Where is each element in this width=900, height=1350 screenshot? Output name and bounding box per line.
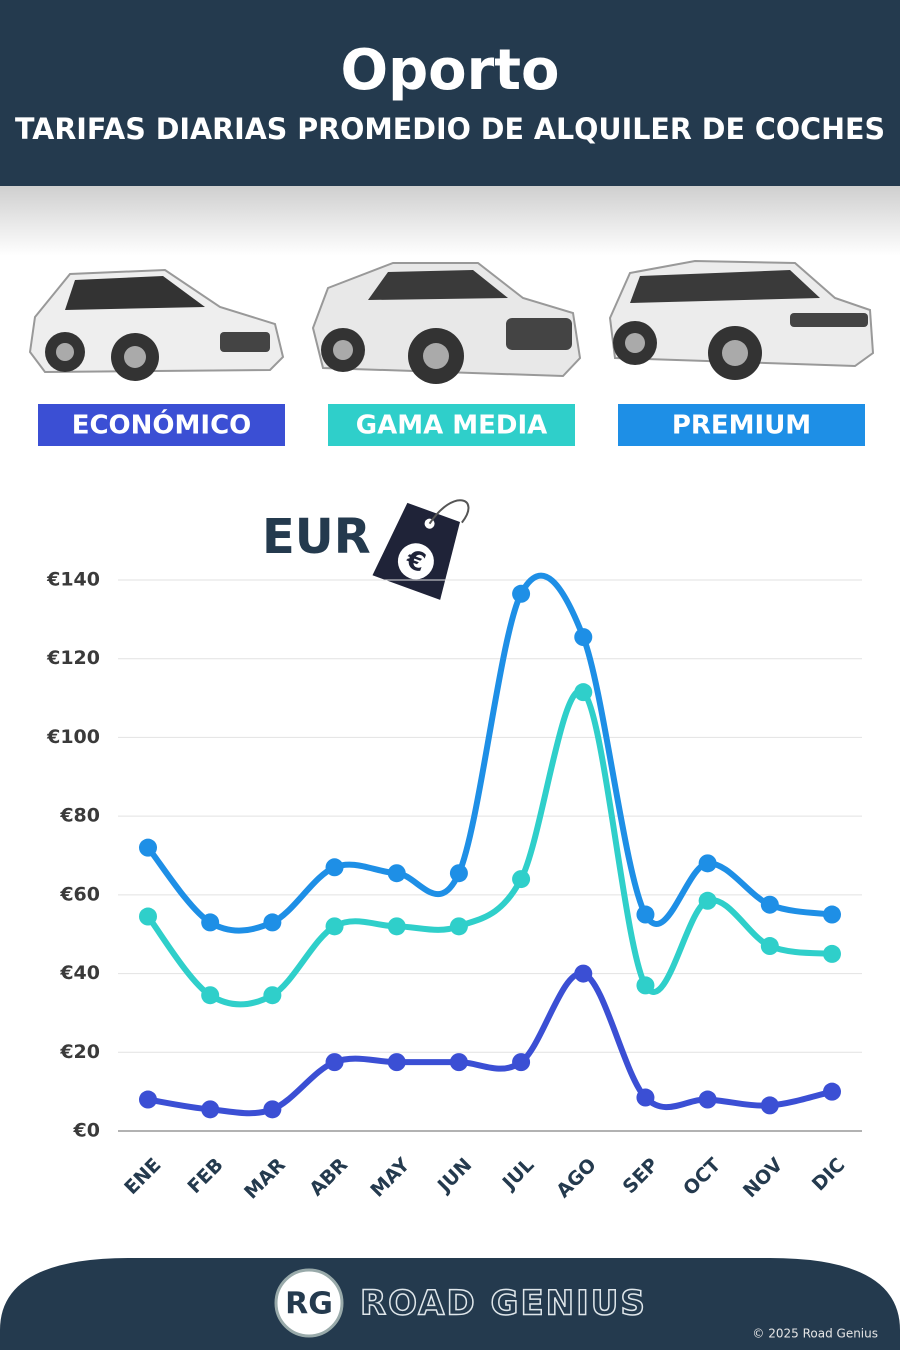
series-line [145, 970, 835, 1117]
data-point [574, 628, 593, 647]
data-point [387, 1053, 406, 1072]
data-point [139, 1090, 157, 1109]
data-point [387, 917, 406, 936]
x-tick-label: FEB [183, 1154, 227, 1198]
y-tick-label: €60 [59, 883, 100, 905]
data-point [636, 905, 655, 924]
x-tick-label: DIC [808, 1154, 850, 1196]
data-point [636, 1088, 655, 1107]
x-tick-label: ENE [120, 1154, 165, 1199]
plot-area: €0 €20 €40 €60 €80 €100 €120 €140 ENE FEB MAR ABR MA… [46, 569, 862, 1204]
x-tick-label: JUN [432, 1154, 476, 1198]
y-tick-label: €40 [59, 962, 100, 984]
data-point [325, 1053, 344, 1072]
header-band [0, 0, 900, 186]
data-point [263, 1100, 282, 1119]
brand-name: ROAD GENIUS [360, 1284, 647, 1324]
data-point [698, 1090, 717, 1109]
data-point [760, 1096, 779, 1115]
data-point [698, 854, 717, 873]
data-point [449, 864, 468, 883]
series-line [145, 572, 835, 934]
data-point [449, 917, 468, 936]
legend-label: GAMA MEDIA [356, 411, 548, 441]
data-point [823, 1082, 841, 1101]
footer-band [0, 1258, 900, 1350]
data-point [823, 944, 841, 963]
x-tick-label: ABR [305, 1154, 352, 1201]
copyright: © 2025 Road Genius [752, 1327, 878, 1341]
legend-label: ECONÓMICO [72, 409, 252, 441]
car-image [311, 262, 582, 384]
subtitle: TARIFAS DIARIAS PROMEDIO DE ALQUILER DE … [15, 112, 885, 146]
title: Oporto [340, 38, 559, 103]
data-point [139, 907, 157, 926]
y-tick-label: €80 [59, 805, 100, 827]
x-tick-label: NOV [739, 1154, 787, 1202]
price-tag: € [372, 499, 470, 600]
y-tick-label: €100 [46, 726, 100, 748]
data-point [263, 913, 282, 932]
logo-text: RG [285, 1287, 333, 1322]
x-tick-label: OCT [679, 1154, 725, 1200]
x-tick-label: JUL [497, 1154, 538, 1195]
data-point [512, 1053, 531, 1072]
data-point [823, 905, 841, 924]
data-point [201, 913, 220, 932]
data-point [325, 858, 344, 877]
y-tick-label: €20 [59, 1041, 100, 1063]
data-point [512, 584, 531, 603]
logo-badge [274, 1268, 344, 1338]
data-point [574, 964, 593, 983]
legend-label: PREMIUM [672, 411, 811, 441]
legend-swatch [618, 404, 865, 446]
car-image [608, 259, 875, 380]
data-point [574, 683, 593, 702]
data-point [263, 986, 282, 1005]
data-point [760, 895, 779, 914]
data-point [139, 838, 157, 857]
x-tick-label: MAY [366, 1154, 414, 1202]
data-point [325, 917, 344, 936]
data-point [512, 870, 531, 889]
data-point [636, 976, 655, 995]
y-tick-label: €0 [73, 1120, 100, 1142]
x-tick-label: SEP [619, 1154, 663, 1198]
unit-label: EUR [262, 509, 371, 565]
data-point [201, 1100, 220, 1119]
data-point [698, 891, 717, 910]
data-point [201, 986, 220, 1005]
x-tick-label: AGO [552, 1154, 600, 1202]
legend-swatch [38, 404, 285, 446]
legend-swatch [328, 404, 575, 446]
header-shadow [0, 186, 900, 256]
car-image [28, 268, 285, 381]
data-point [449, 1053, 468, 1072]
data-point [387, 864, 406, 883]
y-tick-label: €140 [46, 569, 100, 591]
x-tick-label: MAR [240, 1154, 290, 1204]
y-tick-label: €120 [46, 647, 100, 669]
data-point [760, 937, 779, 956]
legend: ECONÓMICO GAMA MEDIA PREMIUM [38, 404, 865, 446]
